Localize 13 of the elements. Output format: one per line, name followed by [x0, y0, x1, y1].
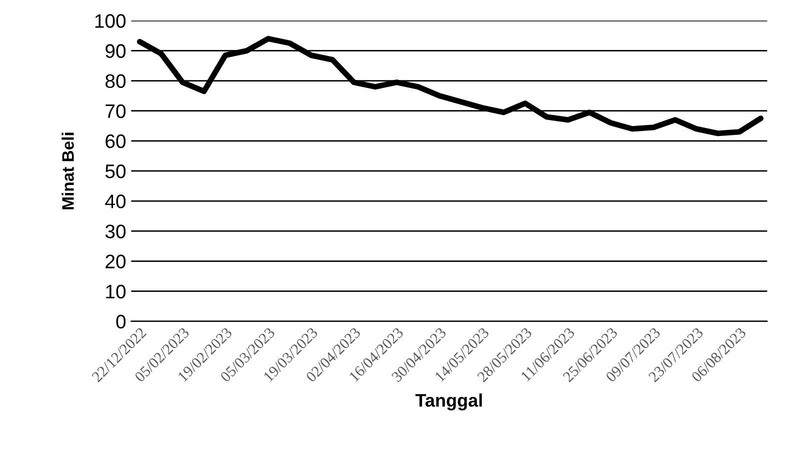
y-tick-label: 90 — [106, 44, 126, 58]
y-tick-label: 80 — [106, 74, 126, 88]
y-tick-label: 100 — [95, 14, 126, 28]
y-tick-label: 10 — [106, 284, 126, 298]
y-axis-title: Minat Beli — [62, 132, 74, 210]
y-tick-label: 60 — [106, 134, 126, 148]
y-tick-label: 0 — [116, 314, 126, 329]
y-tick-label: 20 — [106, 254, 126, 268]
y-tick-label: 70 — [106, 104, 126, 118]
y-tick-label: 40 — [105, 194, 126, 208]
y-tick-label: 50 — [105, 164, 126, 178]
y-tick-label: 30 — [105, 224, 126, 238]
x-axis-title: Tanggal — [415, 394, 482, 410]
